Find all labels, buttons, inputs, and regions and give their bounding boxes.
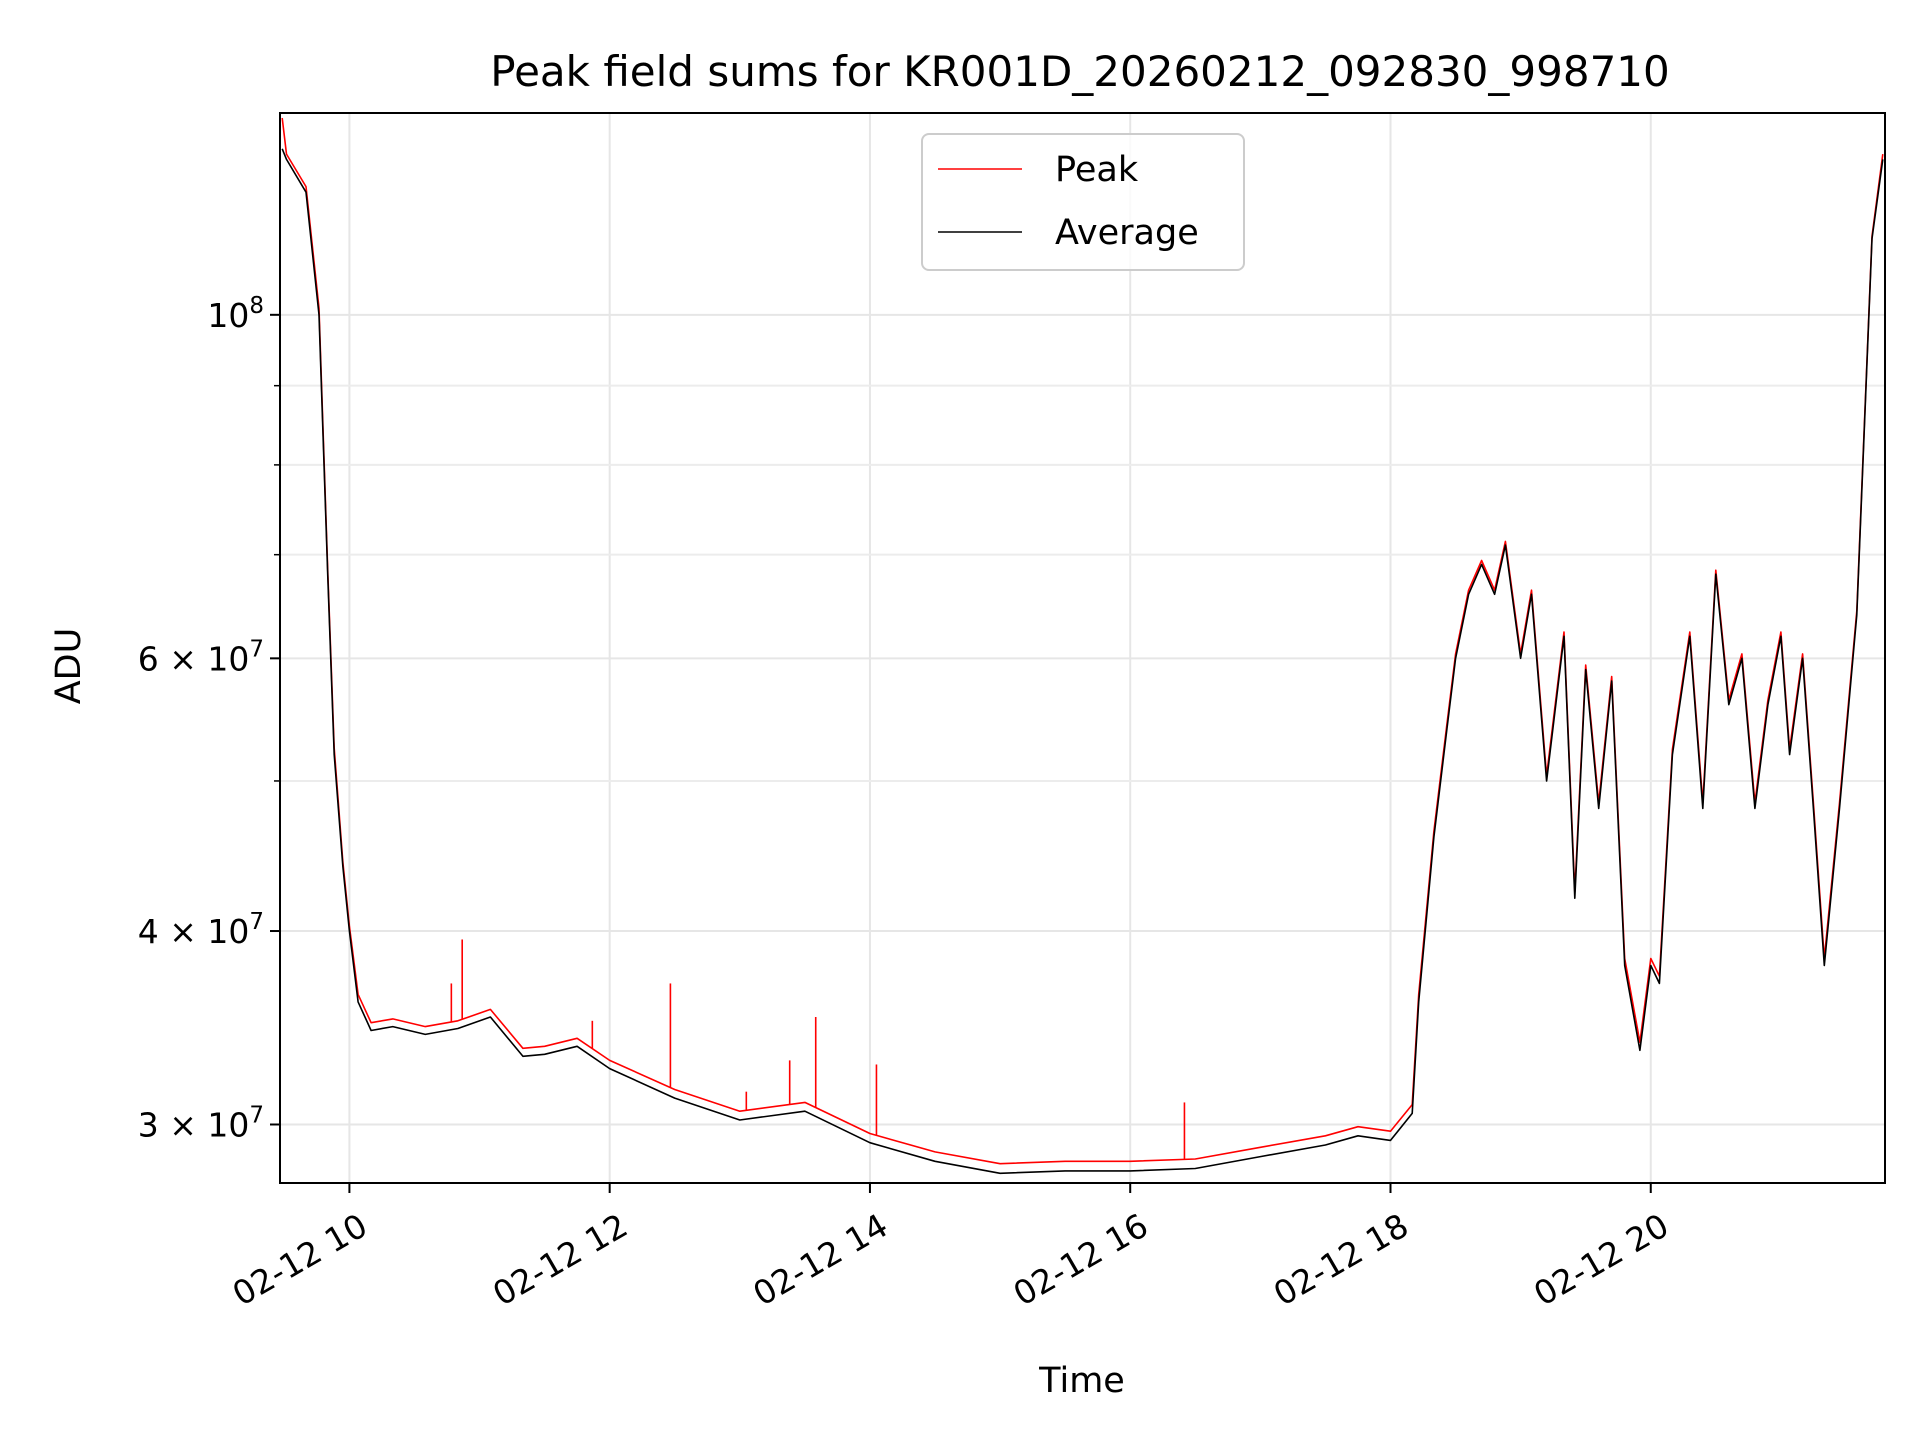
y-tick-label: 108 <box>207 293 264 335</box>
y-axis: 3 × 107 4 × 107 6 × 107 108 <box>138 293 280 1144</box>
grid <box>280 113 1885 1183</box>
legend-label-peak: Peak <box>1055 150 1139 190</box>
y-tick-label: 4 × 107 <box>138 909 264 951</box>
plot-area <box>281 117 1884 1175</box>
plot-frame <box>279 112 1886 1184</box>
x-axis-label: Time <box>1038 1361 1125 1401</box>
legend-label-average: Average <box>1055 213 1199 253</box>
legend-box <box>921 133 1245 271</box>
series-group <box>281 117 1884 1175</box>
series-line-average <box>281 148 1884 1175</box>
y-tick-label: 3 × 107 <box>138 1102 264 1144</box>
legend: Peak Average <box>921 133 1245 271</box>
y-axis-label: ADU <box>49 628 89 705</box>
chart-title: Peak field sums for KR001D_20260212_0928… <box>490 47 1669 96</box>
y-tick-label: 6 × 107 <box>138 636 264 678</box>
